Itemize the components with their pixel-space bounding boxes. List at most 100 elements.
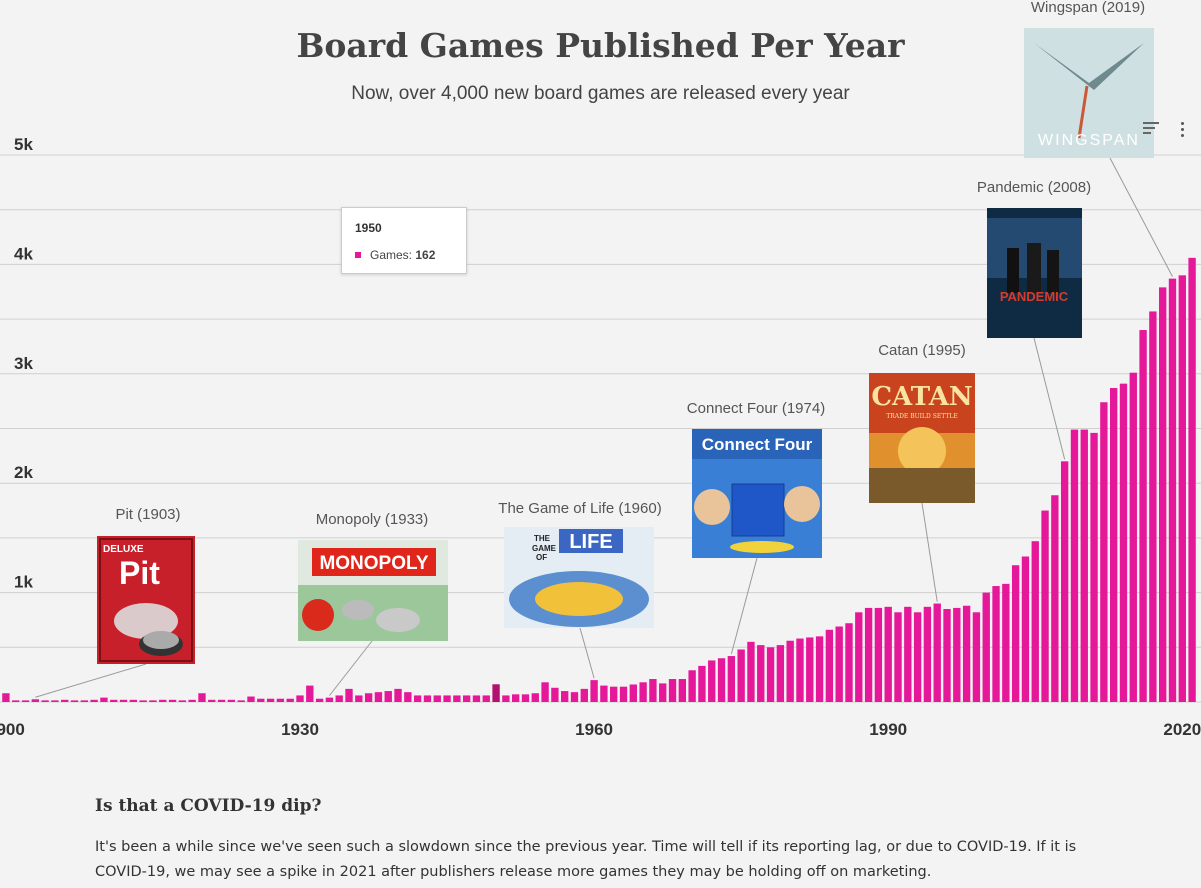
bar-1933[interactable] <box>325 697 334 702</box>
bar-1944[interactable] <box>433 695 441 702</box>
bar-1991[interactable] <box>894 612 902 702</box>
bar-1906[interactable] <box>61 699 69 702</box>
bar-2019[interactable] <box>1168 278 1177 702</box>
bar-2004[interactable] <box>1021 556 1030 702</box>
bar-1949[interactable] <box>482 695 490 702</box>
bar-1973[interactable] <box>717 658 726 702</box>
bar-1978[interactable] <box>766 647 775 702</box>
bar-1967[interactable] <box>659 683 667 702</box>
bar-1912[interactable] <box>119 699 128 702</box>
bar-1924[interactable] <box>237 700 245 702</box>
bar-1928[interactable] <box>276 698 285 702</box>
bar-1907[interactable] <box>70 700 79 702</box>
bar-1945[interactable] <box>443 695 451 702</box>
bar-1997[interactable] <box>953 607 961 702</box>
bar-1938[interactable] <box>374 692 383 702</box>
bar-1926[interactable] <box>257 698 265 702</box>
bar-2006[interactable] <box>1041 510 1049 702</box>
bar-1959[interactable] <box>580 688 588 702</box>
bar-1935[interactable] <box>345 688 353 702</box>
bar-1905[interactable] <box>51 700 59 702</box>
bar-1920[interactable] <box>198 693 206 702</box>
bar-1929[interactable] <box>286 698 294 702</box>
bar-2012[interactable] <box>1100 402 1108 702</box>
bar-1958[interactable] <box>570 692 579 702</box>
bar-1927[interactable] <box>266 698 275 702</box>
bar-1956[interactable] <box>551 687 559 702</box>
bar-2003[interactable] <box>1011 565 1020 702</box>
bar-1939[interactable] <box>384 691 392 702</box>
bar-1946[interactable] <box>453 695 461 702</box>
bar-1963[interactable] <box>619 686 628 702</box>
bar-1969[interactable] <box>678 679 687 702</box>
bar-1903[interactable] <box>31 699 39 702</box>
bar-1937[interactable] <box>364 693 373 702</box>
bar-1968[interactable] <box>668 679 677 702</box>
cover-catan[interactable]: CATAN TRADE BUILD SETTLE <box>869 373 975 503</box>
bar-1961[interactable] <box>600 685 608 702</box>
bar-1964[interactable] <box>629 684 637 702</box>
bar-1976[interactable] <box>747 641 755 702</box>
bar-2011[interactable] <box>1090 432 1098 702</box>
bar-1904[interactable] <box>41 700 49 702</box>
bar-2009[interactable] <box>1070 429 1079 702</box>
bar-1934[interactable] <box>335 695 343 702</box>
bar-1948[interactable] <box>472 695 481 702</box>
bar-1918[interactable] <box>178 700 187 702</box>
bar-1953[interactable] <box>521 694 530 702</box>
bar-2008[interactable] <box>1060 461 1069 702</box>
bar-1980[interactable] <box>786 640 794 702</box>
bar-1994[interactable] <box>923 606 932 702</box>
bar-1993[interactable] <box>913 612 922 702</box>
cover-pandemic[interactable]: PANDEMIC <box>987 208 1082 338</box>
bar-1971[interactable] <box>698 665 706 702</box>
bar-1910[interactable] <box>100 697 108 702</box>
bar-1923[interactable] <box>227 699 236 702</box>
bar-1901[interactable] <box>12 700 20 702</box>
bar-1915[interactable] <box>149 700 157 702</box>
bar-2005[interactable] <box>1031 541 1039 702</box>
bar-1986[interactable] <box>845 623 853 702</box>
bar-1982[interactable] <box>806 637 814 702</box>
bar-1999[interactable] <box>972 612 981 702</box>
bar-1909[interactable] <box>90 699 98 702</box>
bar-1965[interactable] <box>639 682 647 702</box>
bar-1931[interactable] <box>306 685 314 702</box>
bar-1996[interactable] <box>943 609 951 702</box>
bar-series[interactable] <box>2 257 1196 702</box>
bar-2001[interactable] <box>992 586 1000 702</box>
bar-1975[interactable] <box>737 649 745 702</box>
bar-1925[interactable] <box>247 696 255 702</box>
cover-pit[interactable]: DELUXE Pit <box>97 536 195 664</box>
bar-1992[interactable] <box>904 606 912 702</box>
bar-1942[interactable] <box>413 695 422 702</box>
menu-lines-icon[interactable] <box>1143 122 1159 136</box>
cover-wingspan[interactable]: WINGSPAN <box>1024 28 1154 158</box>
bar-2010[interactable] <box>1080 429 1088 702</box>
bar-1917[interactable] <box>168 699 177 702</box>
bar-1983[interactable] <box>815 636 824 702</box>
bar-2018[interactable] <box>1159 287 1167 702</box>
bar-1990[interactable] <box>884 606 892 702</box>
cover-life[interactable]: LIFE THE GAME OF <box>504 527 654 628</box>
bar-1974[interactable] <box>727 656 736 702</box>
bar-1943[interactable] <box>423 695 432 702</box>
bar-1940[interactable] <box>394 688 402 702</box>
bar-2016[interactable] <box>1139 330 1147 702</box>
bar-1998[interactable] <box>962 605 971 702</box>
bar-2014[interactable] <box>1119 383 1128 702</box>
bar-1988[interactable] <box>864 607 873 702</box>
bar-1947[interactable] <box>462 695 471 702</box>
bar-1954[interactable] <box>531 693 539 702</box>
bar-1932[interactable] <box>315 698 324 702</box>
bar-1922[interactable] <box>217 699 226 702</box>
bar-1995[interactable] <box>933 603 941 702</box>
bar-1911[interactable] <box>110 699 118 702</box>
bar-2007[interactable] <box>1051 495 1059 702</box>
cover-monopoly[interactable]: MONOPOLY <box>298 540 448 641</box>
bar-1902[interactable] <box>21 700 30 702</box>
bar-1987[interactable] <box>855 612 863 702</box>
bar-1970[interactable] <box>688 670 696 702</box>
bar-1930[interactable] <box>296 695 304 702</box>
bar-1900[interactable] <box>2 693 10 702</box>
